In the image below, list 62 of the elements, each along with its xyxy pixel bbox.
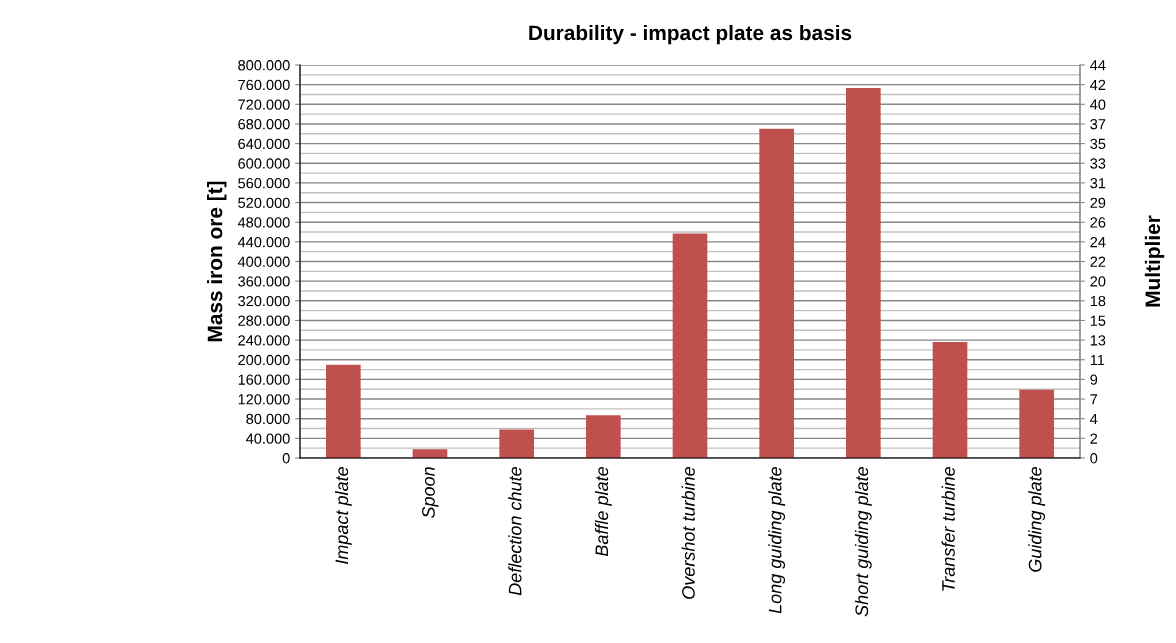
y-tick-label: 640.000 bbox=[238, 138, 290, 150]
y-tick-label: 440.000 bbox=[237, 236, 290, 248]
y-tick-label: 400.000 bbox=[237, 256, 290, 267]
x-tick-label: Spoon bbox=[422, 467, 439, 519]
y2-tick-label: 42 bbox=[1090, 79, 1106, 90]
y-axis-title: Mass iron ore [t] bbox=[207, 181, 227, 342]
y2-tick-label: 22 bbox=[1090, 256, 1106, 267]
y2-tick-label: 35 bbox=[1090, 138, 1106, 150]
bar bbox=[759, 128, 794, 458]
x-tick-label: Deflection chute bbox=[508, 467, 522, 596]
x-tick-label: Impact plate bbox=[334, 467, 352, 564]
y2-axis-title: Multiplier bbox=[1144, 215, 1165, 307]
bar bbox=[326, 364, 361, 458]
y2-tick-label: 9 bbox=[1090, 374, 1098, 385]
y-tick-label: 80.000 bbox=[246, 413, 290, 425]
y2-tick-label: 13 bbox=[1090, 335, 1106, 346]
y2-tick-label: 31 bbox=[1090, 178, 1106, 189]
y2-tick-label: 15 bbox=[1090, 315, 1106, 326]
y2-tick-label: 7 bbox=[1090, 394, 1098, 405]
bar bbox=[1019, 389, 1054, 458]
y-tick-label: 720.000 bbox=[238, 99, 290, 110]
y-tick-label: 320.000 bbox=[238, 295, 290, 307]
y2-tick-label: 40 bbox=[1090, 99, 1106, 110]
y-tick-label: 40.000 bbox=[246, 433, 290, 444]
y-tick-label: 120.000 bbox=[238, 394, 290, 405]
y2-tick-label: 0 bbox=[1090, 453, 1098, 464]
y2-tick-label: 29 bbox=[1090, 197, 1106, 208]
y2-tick-label: 20 bbox=[1090, 276, 1106, 287]
x-tick-label: Guiding plate bbox=[1028, 467, 1046, 572]
bar bbox=[586, 415, 621, 458]
x-tick-label: Overshot turbine bbox=[681, 466, 695, 599]
y-tick-label: 280.000 bbox=[238, 315, 290, 326]
y-tick-label: 680.000 bbox=[238, 119, 290, 130]
chart-title: Durability - impact plate as basis bbox=[529, 24, 852, 45]
y2-tick-label: 26 bbox=[1090, 217, 1106, 228]
y2-tick-label: 11 bbox=[1090, 355, 1105, 366]
y-tick-label: 760.000 bbox=[238, 79, 290, 91]
y-tick-label: 0 bbox=[282, 453, 290, 464]
y2-tick-label: 33 bbox=[1090, 158, 1106, 169]
x-tick-label: Transfer turbine bbox=[941, 466, 955, 591]
y2-tick-label: 24 bbox=[1090, 236, 1106, 248]
bar bbox=[846, 88, 881, 458]
x-tick-label: Short guiding plate bbox=[854, 466, 872, 617]
y2-tick-label: 37 bbox=[1090, 119, 1106, 130]
y-tick-label: 360.000 bbox=[238, 276, 290, 287]
y-tick-label: 520.000 bbox=[238, 197, 290, 208]
y-tick-label: 800.000 bbox=[238, 60, 290, 71]
y-tick-label: 560.000 bbox=[238, 178, 290, 189]
y-tick-label: 480.000 bbox=[237, 217, 290, 228]
y2-tick-label: 18 bbox=[1090, 295, 1106, 307]
x-tick-label: Baffle plate bbox=[594, 467, 612, 557]
bar bbox=[932, 342, 968, 458]
bar bbox=[499, 429, 534, 458]
y2-tick-label: 2 bbox=[1090, 433, 1098, 444]
y2-tick-label: 4 bbox=[1090, 413, 1098, 424]
y-tick-label: 240.000 bbox=[238, 335, 290, 346]
x-tick-label: Long guiding plate bbox=[768, 466, 786, 614]
y-tick-label: 600.000 bbox=[238, 158, 290, 169]
y-tick-label: 160.000 bbox=[238, 374, 290, 385]
bar bbox=[672, 233, 708, 458]
y-tick-label: 200.000 bbox=[238, 354, 290, 366]
y2-tick-label: 44 bbox=[1090, 60, 1106, 71]
